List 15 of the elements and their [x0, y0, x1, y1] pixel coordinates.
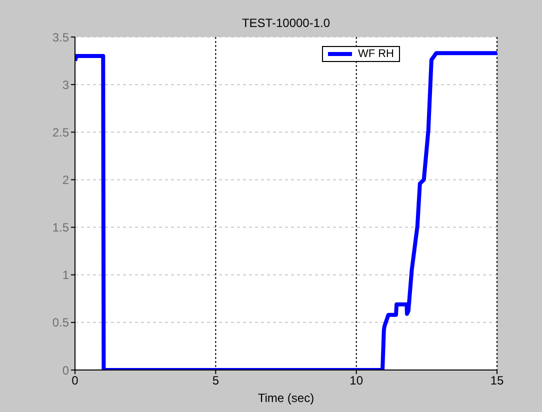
chart-title: TEST-10000-1.0: [240, 16, 332, 30]
y-tick-label: 0: [62, 363, 70, 378]
legend-label: WF RH: [358, 48, 394, 60]
y-tick-label: 1: [62, 268, 70, 282]
y-tick-label: 3: [62, 78, 70, 92]
x-axis-title: Time (sec): [258, 391, 314, 405]
x-tick-label: 0: [72, 374, 79, 388]
y-tick-label: 1.5: [52, 220, 70, 235]
x-tick-label: 5: [212, 374, 220, 388]
y-tick-label: 2.5: [52, 125, 70, 140]
x-tick-label: 10: [350, 374, 364, 388]
x-tick-label: 15: [490, 374, 504, 388]
y-tick-label: 0.5: [52, 316, 70, 330]
y-tick-label: 3.5: [52, 30, 70, 44]
y-tick-label: 2: [62, 172, 70, 187]
